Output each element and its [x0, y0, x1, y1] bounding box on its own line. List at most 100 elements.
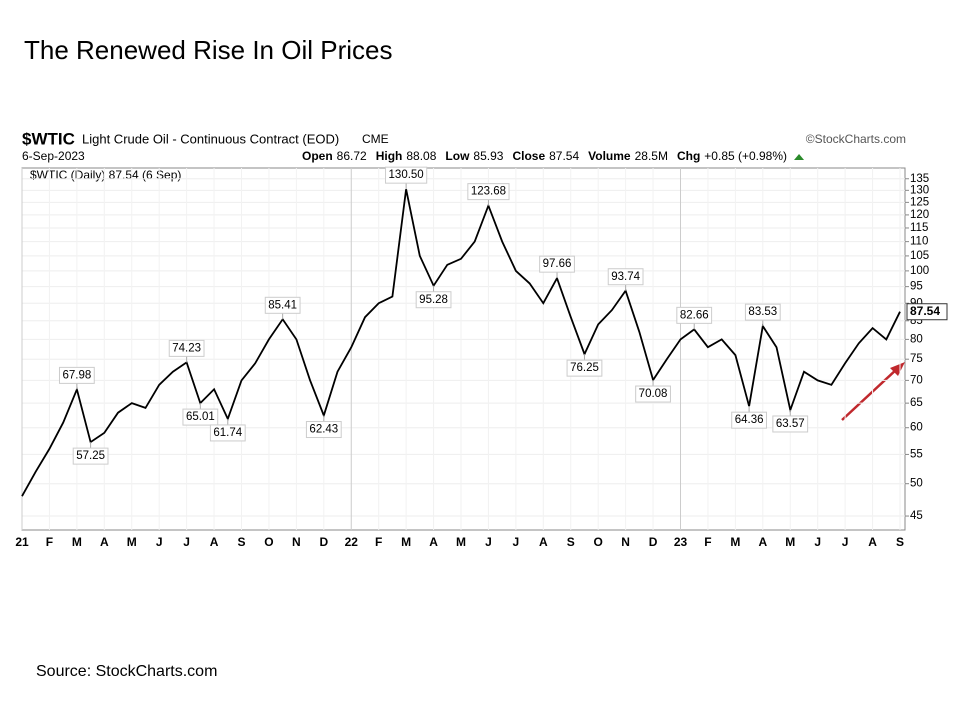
x-tick-label: M: [401, 535, 411, 549]
value-label-box: [539, 255, 575, 273]
x-tick-label: S: [896, 535, 904, 549]
value-label: 63.57: [776, 418, 805, 430]
y-tick-label: 110: [910, 236, 928, 248]
symbol: $WTIC: [22, 129, 75, 148]
x-tick-label: D: [649, 535, 658, 549]
date: 6-Sep-2023: [22, 149, 85, 163]
quote-value: 87.54: [549, 149, 579, 163]
value-label-box: [182, 408, 219, 426]
y-tick-label: 65: [910, 397, 923, 409]
y-tick-label: 75: [910, 353, 923, 365]
value-label-box: [566, 359, 603, 377]
credit: ©StockCharts.com: [806, 132, 906, 146]
x-tick-label: J: [814, 535, 821, 549]
value-label-box: [731, 411, 767, 429]
y-tick-label: 45: [910, 510, 923, 522]
x-tick-label: A: [539, 535, 548, 549]
value-label-box: [72, 447, 109, 465]
value-label: 97.66: [543, 258, 572, 270]
x-tick-label: J: [485, 535, 492, 549]
x-tick-label: 23: [674, 535, 688, 549]
subtitle: Light Crude Oil - Continuous Contract (E…: [82, 131, 339, 146]
arrow-line: [841, 367, 899, 421]
y-tick-label: 70: [910, 374, 923, 386]
y-tick-label: 95: [910, 281, 923, 293]
page-title: The Renewed Rise In Oil Prices: [24, 35, 392, 65]
x-tick-label: D: [319, 535, 328, 549]
value-label: 93.74: [611, 271, 640, 283]
price-line: [21, 189, 901, 497]
x-tick-label: S: [237, 535, 245, 549]
chg-triangle: [794, 154, 805, 160]
value-label-box: [772, 415, 809, 433]
x-tick-label: A: [868, 535, 877, 549]
x-tick-label: O: [594, 535, 603, 549]
y-tick-label: 135: [910, 173, 929, 185]
quote-label: Chg: [677, 149, 700, 163]
legend: $WTIC (Daily) 87.54 (6 Sep): [30, 168, 181, 182]
x-tick-label: J: [842, 535, 849, 549]
value-label: 67.98: [62, 369, 91, 381]
value-label-box: [607, 268, 644, 286]
value-label-box: [676, 306, 713, 324]
value-label-box: [385, 166, 428, 184]
x-tick-label: M: [127, 535, 137, 549]
value-label: 83.53: [748, 306, 777, 318]
quote: Open 86.72 High 88.08 Low 85.93 Close 87.54 Volu…: [302, 149, 805, 163]
y-tick-label: 55: [910, 448, 923, 460]
y-tick-label: 50: [910, 478, 923, 490]
quote-value: 28.5M: [635, 149, 668, 163]
x-tick-label: M: [72, 535, 82, 549]
quote-value: 85.93: [473, 149, 503, 163]
quote-label: Volume: [588, 149, 631, 163]
value-label: 82.66: [680, 309, 709, 321]
x-tick-label: A: [758, 535, 767, 549]
x-tick-label: J: [513, 535, 520, 549]
quote-value: 88.08: [406, 149, 436, 163]
y-tick-label: 100: [910, 265, 929, 277]
quote-value: +0.85 (+0.98%): [704, 149, 787, 163]
x-tick-label: N: [292, 535, 301, 549]
value-label: 123.68: [471, 186, 506, 198]
arrow-head: [890, 362, 905, 376]
y-tick-label: 115: [910, 222, 928, 234]
x-tick-label: O: [264, 535, 273, 549]
value-label-box: [744, 303, 781, 321]
value-label-box: [467, 183, 510, 201]
x-tick-label: A: [100, 535, 109, 549]
x-tick-label: A: [210, 535, 219, 549]
value-label: 57.25: [76, 450, 105, 462]
value-label-box: [264, 296, 301, 314]
quote-label: Low: [445, 149, 470, 163]
value-label: 62.43: [309, 424, 338, 436]
x-tick-label: F: [375, 535, 382, 549]
y-tick-label: 125: [910, 196, 929, 208]
y-tick-label: 120: [910, 209, 929, 221]
x-tick-label: F: [46, 535, 53, 549]
x-tick-label: F: [704, 535, 711, 549]
value-label-box: [209, 424, 246, 442]
x-tick-label: M: [730, 535, 740, 549]
value-label: 65.01: [186, 411, 215, 423]
last-price-box: [906, 303, 948, 321]
x-tick-label: 22: [345, 535, 359, 549]
quote-label: High: [376, 149, 403, 163]
x-tick-label: M: [456, 535, 466, 549]
value-label: 70.08: [639, 388, 668, 400]
quote-value: 86.72: [337, 149, 367, 163]
value-label-box: [415, 291, 452, 309]
y-tick-label: 80: [910, 333, 923, 345]
x-tick-label: N: [621, 535, 630, 549]
y-tick-label: 105: [910, 250, 929, 262]
value-label-box: [305, 421, 342, 439]
value-label-box: [168, 339, 205, 357]
value-label: 76.25: [570, 362, 599, 374]
value-label: 85.41: [268, 299, 297, 311]
x-tick-label: M: [785, 535, 795, 549]
value-label: 74.23: [172, 342, 201, 354]
x-tick-label: A: [429, 535, 438, 549]
value-label: 95.28: [419, 294, 448, 306]
y-tick-label: 60: [910, 422, 923, 434]
x-tick-label: S: [567, 535, 575, 549]
